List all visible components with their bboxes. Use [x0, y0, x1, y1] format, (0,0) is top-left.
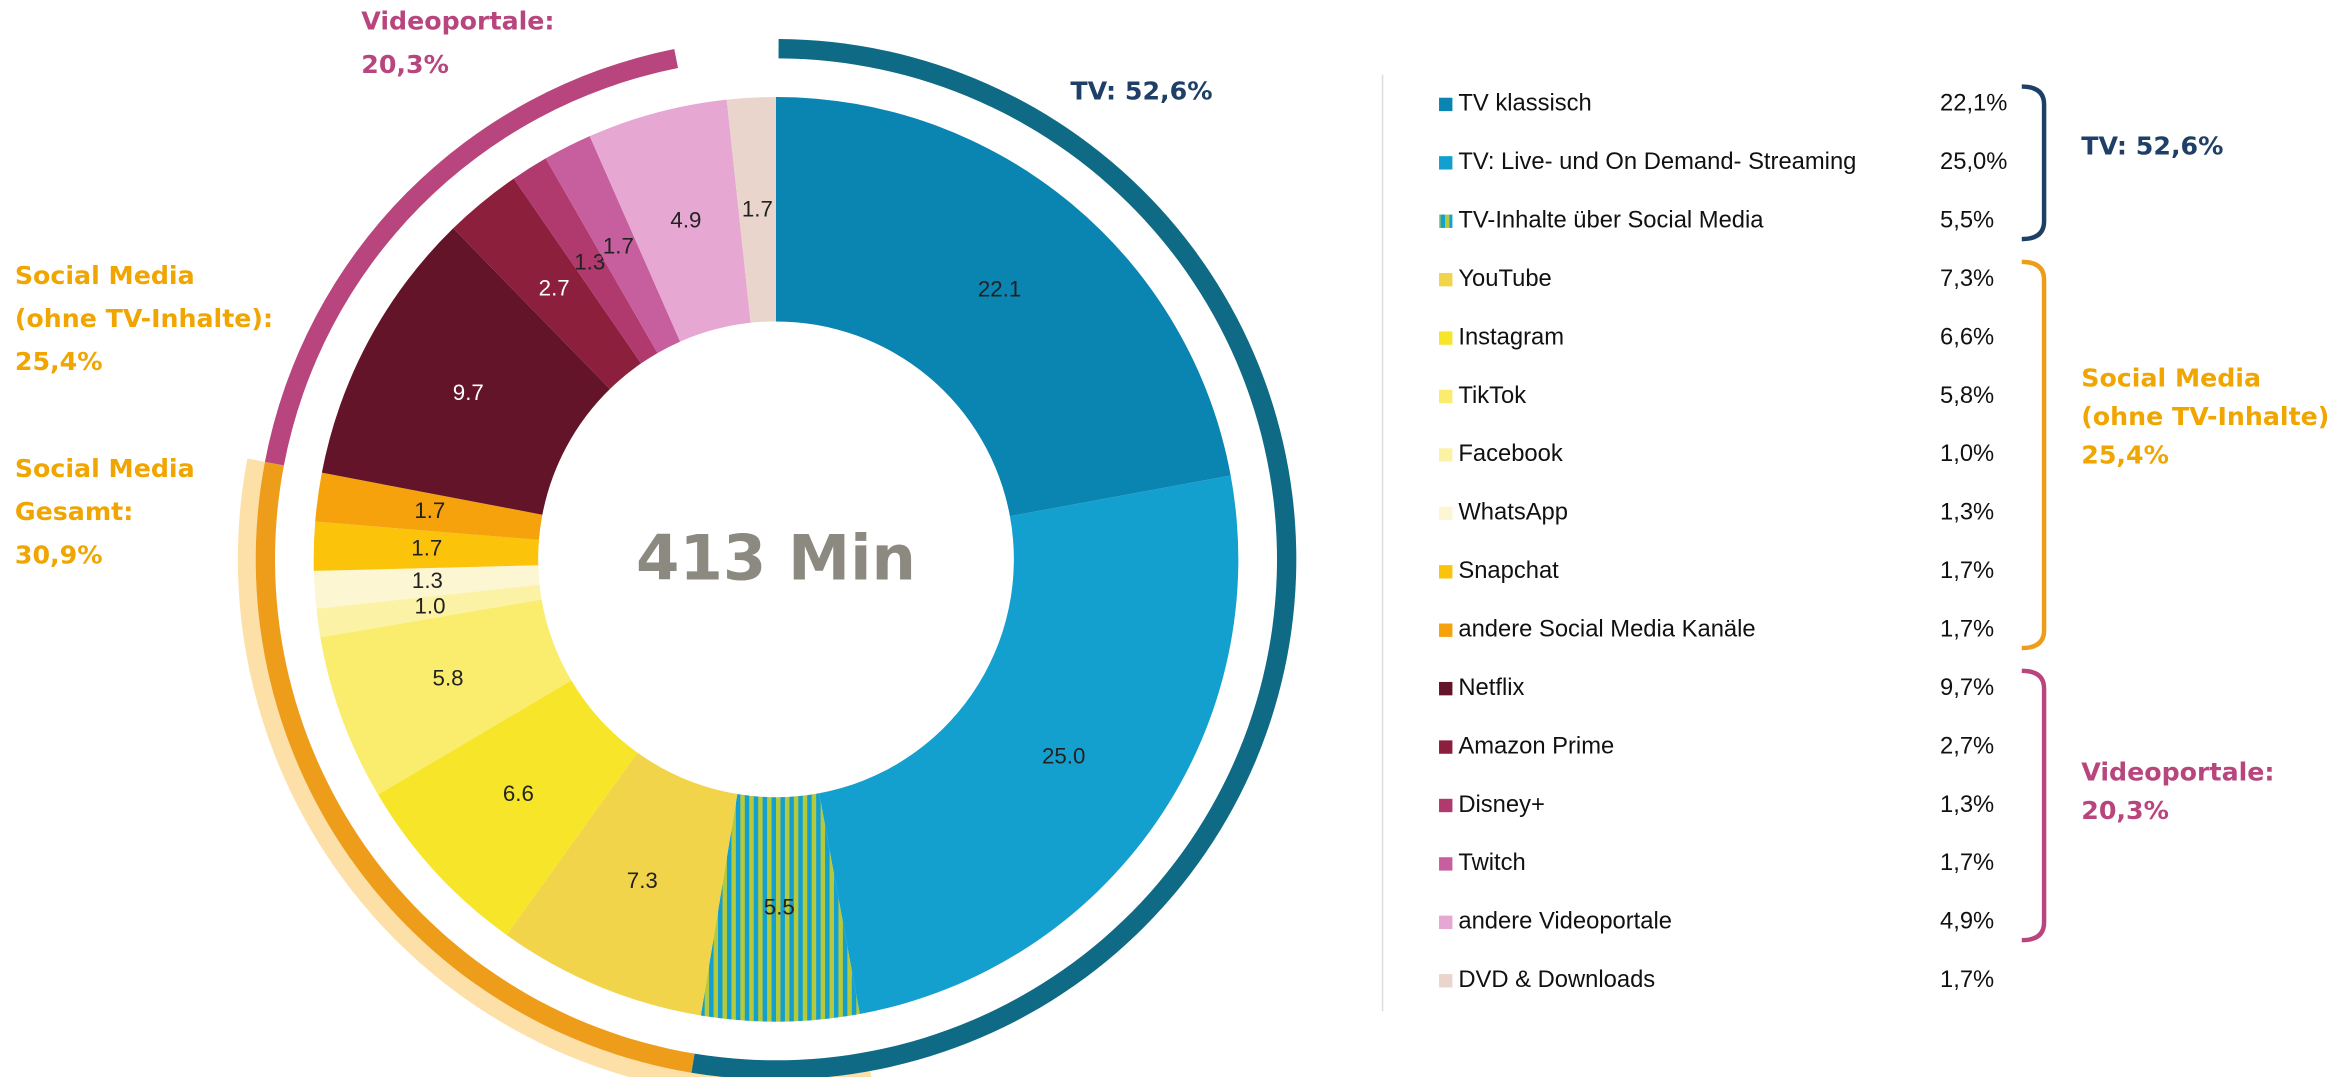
- slice-label: 2.7: [539, 275, 570, 300]
- group-label: 25,4%: [15, 347, 103, 376]
- group-label: 30,9%: [15, 540, 103, 569]
- legend-value: 22,1%: [1940, 90, 2007, 117]
- legend-label: WhatsApp: [1458, 499, 1568, 526]
- legend-swatch: [1439, 156, 1452, 169]
- legend-value: 1,0%: [1940, 440, 1994, 467]
- bracket-label: TV: 52,6%: [2081, 132, 2223, 161]
- slice-label: 1.7: [603, 233, 634, 258]
- legend-swatch: [1439, 565, 1452, 578]
- legend-label: andere Videoportale: [1458, 908, 1672, 935]
- legend-label: Twitch: [1458, 849, 1525, 876]
- center-label: 413 Min: [636, 521, 916, 594]
- bracket: [2022, 671, 2044, 940]
- legend-label: TV-Inhalte über Social Media: [1458, 207, 1764, 234]
- legend-label: TikTok: [1458, 382, 1526, 409]
- bracket-label: (ohne TV-Inhalte):: [2081, 402, 2331, 431]
- legend-value: 7,3%: [1940, 265, 1994, 292]
- bracket-label: 20,3%: [2081, 796, 2169, 825]
- chart: 413 Min 22.125.05.57.36.65.81.01.31.71.7…: [0, 0, 2331, 1077]
- legend-swatch: [1439, 799, 1452, 812]
- legend-value: 6,6%: [1940, 323, 1994, 350]
- legend-swatch: [1439, 448, 1452, 461]
- bracket-label: 25,4%: [2081, 441, 2169, 470]
- slice-label: 6.6: [503, 781, 534, 806]
- legend-value: 1,7%: [1940, 849, 1994, 876]
- slice-label: 9.7: [453, 380, 484, 405]
- legend-value: 5,8%: [1940, 382, 1994, 409]
- legend-label: Netflix: [1458, 674, 1524, 701]
- legend-value: 25,0%: [1940, 148, 2007, 175]
- slice-label: 4.9: [670, 208, 701, 233]
- legend-value: 1,7%: [1940, 616, 1994, 643]
- legend-label: Amazon Prime: [1458, 732, 1614, 759]
- legend-value: 1,7%: [1940, 557, 1994, 584]
- group-label: Social Media: [15, 454, 195, 483]
- legend-value: 1,3%: [1940, 791, 1994, 818]
- legend-swatch: [1439, 624, 1452, 637]
- slice-label: 1.3: [412, 568, 443, 593]
- legend-swatch: [1439, 98, 1452, 111]
- group-label: Videoportale:: [361, 7, 554, 36]
- legend-swatch: [1439, 916, 1452, 929]
- legend-swatch: [1439, 390, 1452, 403]
- legend-label: andere Social Media Kanäle: [1458, 616, 1755, 643]
- legend-label: Disney+: [1458, 791, 1545, 818]
- legend-swatch: [1439, 740, 1452, 753]
- group-label: TV: 52,6%: [1070, 77, 1212, 106]
- slice-label: 7.3: [627, 868, 658, 893]
- group-label: Social Media: [15, 261, 195, 290]
- legend-label: Snapchat: [1458, 557, 1559, 584]
- bracket: [2022, 262, 2044, 648]
- slice-label: 1.7: [742, 196, 773, 221]
- bracket: [2022, 87, 2044, 240]
- legend-label: DVD & Downloads: [1458, 966, 1655, 993]
- legend-label: TV: Live- und On Demand- Streaming: [1458, 148, 1856, 175]
- slice-label: 5.8: [433, 666, 464, 691]
- legend-swatch: [1439, 273, 1452, 286]
- legend-swatch: [1439, 331, 1452, 344]
- legend-swatch: [1439, 857, 1452, 870]
- legend-value: 2,7%: [1940, 732, 1994, 759]
- slice-label: 1.7: [411, 535, 442, 560]
- legend-label: YouTube: [1458, 265, 1551, 292]
- legend-value: 1,3%: [1940, 499, 1994, 526]
- legend-label: TV klassisch: [1458, 90, 1591, 117]
- slice-label: 5.5: [764, 895, 795, 920]
- legend-value: 5,5%: [1940, 207, 1994, 234]
- bracket-label: Videoportale:: [2081, 757, 2274, 786]
- slice-label: 22.1: [978, 277, 1021, 302]
- slice: [776, 97, 1231, 516]
- legend-label: Instagram: [1458, 323, 1564, 350]
- legend-label: Facebook: [1458, 440, 1562, 467]
- legend-value: 1,7%: [1940, 966, 1994, 993]
- group-label: Gesamt:: [15, 497, 133, 526]
- slice-label: 1.7: [414, 498, 445, 523]
- legend-swatch: [1439, 215, 1452, 228]
- legend-value: 4,9%: [1940, 908, 1994, 935]
- legend-swatch: [1439, 507, 1452, 520]
- bracket-label: Social Media: [2081, 363, 2261, 392]
- group-label: (ohne TV-Inhalte):: [15, 304, 273, 333]
- legend-swatch: [1439, 682, 1452, 695]
- slice-label: 25.0: [1042, 743, 1085, 768]
- legend-value: 9,7%: [1940, 674, 1994, 701]
- group-label: 20,3%: [361, 50, 449, 79]
- legend-swatch: [1439, 974, 1452, 987]
